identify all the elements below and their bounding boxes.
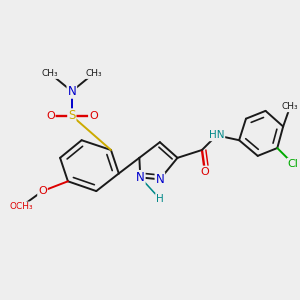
Text: CH₃: CH₃	[85, 69, 102, 78]
Text: O: O	[89, 111, 98, 121]
Text: O: O	[38, 186, 47, 196]
Text: CH₃: CH₃	[42, 69, 58, 78]
Text: HN: HN	[209, 130, 224, 140]
Text: CH₃: CH₃	[282, 103, 298, 112]
Text: O: O	[200, 167, 209, 176]
Text: N: N	[68, 85, 76, 98]
Text: S: S	[68, 109, 76, 122]
Text: OCH₃: OCH₃	[9, 202, 33, 211]
Text: H: H	[156, 194, 164, 204]
Text: Cl: Cl	[287, 159, 298, 169]
Text: N: N	[155, 173, 164, 186]
Text: N: N	[136, 171, 145, 184]
Text: O: O	[46, 111, 55, 121]
